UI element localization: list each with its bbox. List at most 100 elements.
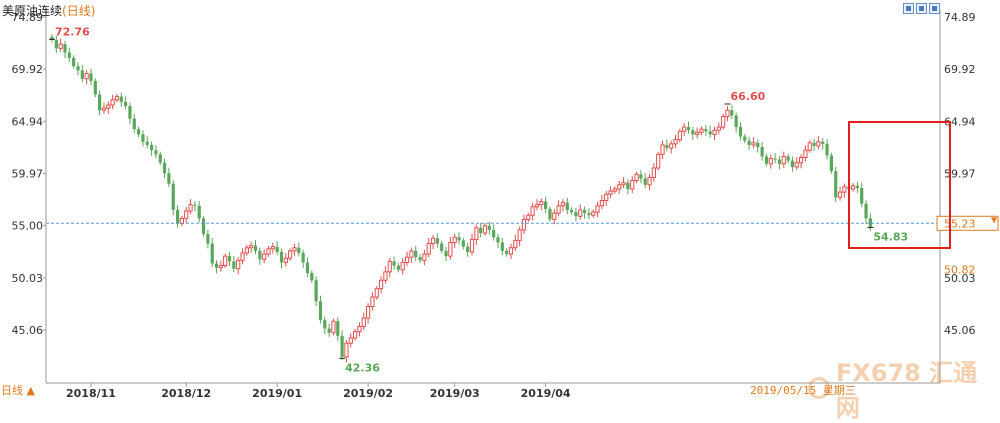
candle-body-up <box>837 191 843 198</box>
candle-body-down <box>175 209 180 224</box>
candle-body-up <box>110 99 115 106</box>
candle-body-down <box>440 243 444 251</box>
candle-body-up <box>236 259 241 270</box>
candle-body-down <box>149 144 154 151</box>
candle-body-up <box>374 288 379 298</box>
candle-body-up <box>534 204 540 208</box>
candle-body-down <box>297 247 301 253</box>
x-tick-label: 2019/04 <box>521 387 571 400</box>
candle-body-up <box>798 156 804 164</box>
candle-body-down <box>89 73 93 81</box>
candle-body-up <box>521 218 527 231</box>
candle-body-down <box>860 187 864 204</box>
candle-body-down <box>162 162 167 174</box>
y-tick-label-right: 64.94 <box>944 115 976 128</box>
candle-body-down <box>124 101 128 107</box>
y-tick-label-right: 69.92 <box>944 63 976 76</box>
candle-body-up <box>794 162 799 168</box>
candle-body-up <box>517 229 522 241</box>
candle-body-up <box>803 149 808 158</box>
high-label: 72.76 <box>55 25 90 38</box>
candle-body-up <box>249 245 254 249</box>
chart-title-text: 美原油连续 <box>2 4 63 18</box>
candle-body-up <box>807 142 812 151</box>
candle-body-up <box>721 116 726 128</box>
candle-body-up <box>556 205 561 214</box>
candle-body-down <box>708 131 712 135</box>
candle-body-up <box>552 212 557 220</box>
period-selector[interactable]: 日线 ▲ <box>1 384 35 397</box>
candle-body-down <box>93 80 97 95</box>
candle-body-down <box>704 129 708 132</box>
candle-body-up <box>452 236 457 243</box>
candle-body-down <box>145 141 149 145</box>
y-tick-label-right: 45.06 <box>944 324 976 337</box>
x-tick-label: 2019/02 <box>343 387 393 400</box>
current-date: 2019/05/15 星期三 <box>750 384 856 397</box>
candle-body-up <box>673 139 678 145</box>
candle-body-up <box>409 250 414 258</box>
y-tick-label-right: 50.03 <box>944 272 976 285</box>
x-tick-label: 2018/11 <box>66 387 116 400</box>
candle-body-up <box>387 260 392 273</box>
highlight-box <box>848 121 951 249</box>
current-price-label: 55.23 <box>944 217 976 230</box>
candle-body-up <box>599 200 605 207</box>
candle-body-up <box>283 257 288 263</box>
candle-body-down <box>743 136 747 141</box>
annotations: 72.76 66.60 42.36 54.83 55.23 ▼ 50.82 <box>46 25 999 374</box>
candle-body-up <box>365 305 371 319</box>
candle-body-up <box>344 342 349 358</box>
candle-body-down <box>301 252 305 263</box>
fullscreen-icon[interactable] <box>929 3 940 14</box>
candle-body-down <box>773 158 777 160</box>
candle-body-down <box>137 129 141 135</box>
grid <box>45 10 941 384</box>
candle-body-down <box>414 250 418 258</box>
candles <box>50 34 872 363</box>
right-extra-label: 50.82 <box>944 264 976 277</box>
candle-body-down <box>197 205 201 219</box>
candle-body-up <box>188 204 193 212</box>
zoom-in-icon[interactable] <box>903 3 914 14</box>
candle-body-up <box>84 73 89 80</box>
candle-body-down <box>305 262 310 273</box>
candle-body-down <box>206 234 210 244</box>
y-tick-label-left: 74.89 <box>12 11 44 24</box>
zoom-out-icon[interactable] <box>916 3 927 14</box>
candle-body-up <box>682 126 687 132</box>
candle-body-down <box>639 174 643 179</box>
candle-body-up <box>353 331 358 339</box>
candle-body-down <box>764 156 769 164</box>
peak-label: 66.60 <box>730 90 765 103</box>
candle-body-up <box>223 255 228 267</box>
candle-body-down <box>730 110 734 116</box>
candle-body-up <box>292 247 297 252</box>
candle-body-up <box>608 190 613 195</box>
candle-body-up <box>660 144 665 155</box>
candle-body-down <box>834 171 838 198</box>
candle-body-up <box>378 279 384 290</box>
candle-body-up <box>244 247 249 254</box>
candle-body-up <box>400 261 405 271</box>
candle-body-down <box>318 301 323 321</box>
last-label: 54.83 <box>873 230 908 243</box>
candle-body-down <box>825 143 829 156</box>
candle-body-up <box>647 176 652 186</box>
candle-body-down <box>141 134 145 142</box>
candle-body-down <box>253 245 258 251</box>
candle-body-up <box>370 296 375 307</box>
candle-body-down <box>158 154 162 163</box>
candle-body-up <box>604 193 609 202</box>
candle-body-down <box>418 257 422 261</box>
candle-body-down <box>50 36 54 40</box>
candle-body-up <box>699 128 704 133</box>
candle-body-down <box>214 263 219 268</box>
candle-body-up <box>383 271 388 281</box>
candle-body-up <box>816 141 821 147</box>
candle-body-down <box>855 185 859 188</box>
candle-body-down <box>544 201 548 209</box>
y-tick-label-left: 45.06 <box>12 324 44 337</box>
candle-body-down <box>132 118 136 130</box>
candle-body-up <box>114 96 120 101</box>
